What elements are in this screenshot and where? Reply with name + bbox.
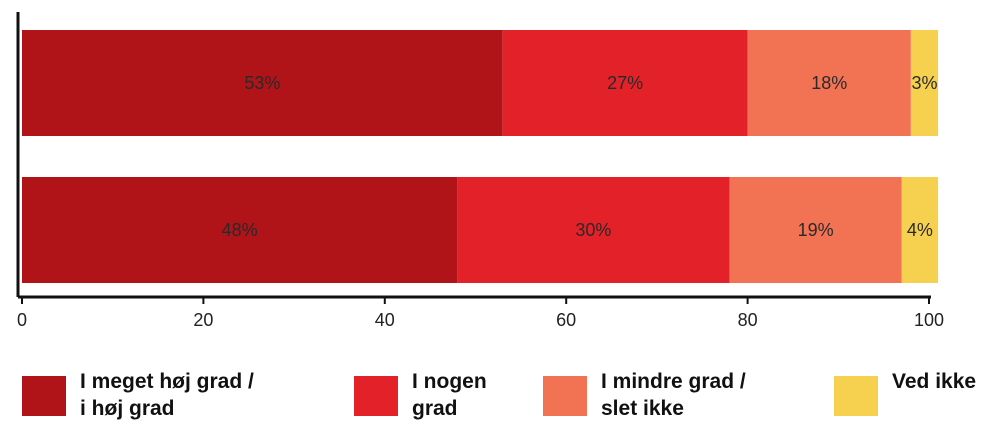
legend-label-high-line1: I meget høj grad / — [80, 370, 254, 393]
x-axis — [16, 12, 931, 299]
data-label-row1-series1: 53% — [244, 73, 280, 93]
legend-label-low-line1: I mindre grad / — [601, 370, 746, 393]
legend-label-some-line2: grad — [412, 397, 458, 420]
legend-swatch-high — [22, 376, 66, 416]
bar-segment-row1-series2 — [502, 30, 748, 136]
legend-item-some: I nogen grad — [354, 368, 487, 422]
bar-segment-row1-series3 — [747, 30, 911, 136]
legend-item-high: I meget høj grad / i høj grad — [22, 368, 254, 422]
bar-segment-row2-series4 — [901, 177, 939, 283]
x-tick-label-0: 0 — [17, 310, 27, 330]
x-tick-label-60: 60 — [556, 310, 576, 330]
data-label-row1-series2: 27% — [607, 73, 643, 93]
legend-label-some-line1: I nogen — [412, 370, 487, 393]
legend-item-low: I mindre grad / slet ikke — [543, 368, 746, 422]
legend-label-low: I mindre grad / slet ikke — [601, 368, 746, 422]
data-label-row2-series4: 4% — [907, 220, 933, 240]
bar-segment-row1-series1 — [22, 30, 503, 136]
legend-swatch-some — [354, 376, 398, 416]
data-label-row2-series1: 48% — [222, 220, 258, 240]
legend-label-high: I meget høj grad / i høj grad — [80, 368, 254, 422]
x-tick-label-40: 40 — [375, 310, 395, 330]
data-label-row2-series3: 19% — [798, 220, 834, 240]
legend-item-dontknow: Ved ikke — [834, 368, 976, 416]
legend-label-low-line2: slet ikke — [601, 397, 684, 420]
legend-label-dontknow-line1: Ved ikke — [892, 370, 977, 393]
legend-swatch-low — [543, 376, 587, 416]
bars-layer: 53% 27% 18% 3% 48% 30% 19% 4% — [22, 30, 939, 283]
data-label-row1-series4: 3% — [911, 73, 937, 93]
legend-label-high-line2: i høj grad — [80, 397, 175, 420]
x-tick-layer: 0 20 40 60 80 100 — [17, 297, 944, 330]
legend-label-dontknow: Ved ikke — [892, 368, 976, 395]
x-tick-label-20: 20 — [193, 310, 213, 330]
bar-segment-row2-series2 — [457, 177, 730, 283]
legend-swatch-dontknow — [834, 376, 878, 416]
legend: I meget høj grad / i høj grad I nogen gr… — [0, 362, 1005, 429]
x-tick-label-80: 80 — [738, 310, 758, 330]
bar-segment-row2-series3 — [729, 177, 902, 283]
x-tick-label-100: 100 — [914, 310, 944, 330]
data-label-row2-series2: 30% — [575, 220, 611, 240]
bar-segment-row1-series4 — [910, 30, 939, 136]
stacked-bar-chart: 53% 27% 18% 3% 48% 30% 19% 4% 0 20 40 60 80 100 — [16, 12, 944, 330]
data-label-row1-series3: 18% — [811, 73, 847, 93]
legend-label-some: I nogen grad — [412, 368, 487, 422]
bar-segment-row2-series1 — [22, 177, 458, 283]
